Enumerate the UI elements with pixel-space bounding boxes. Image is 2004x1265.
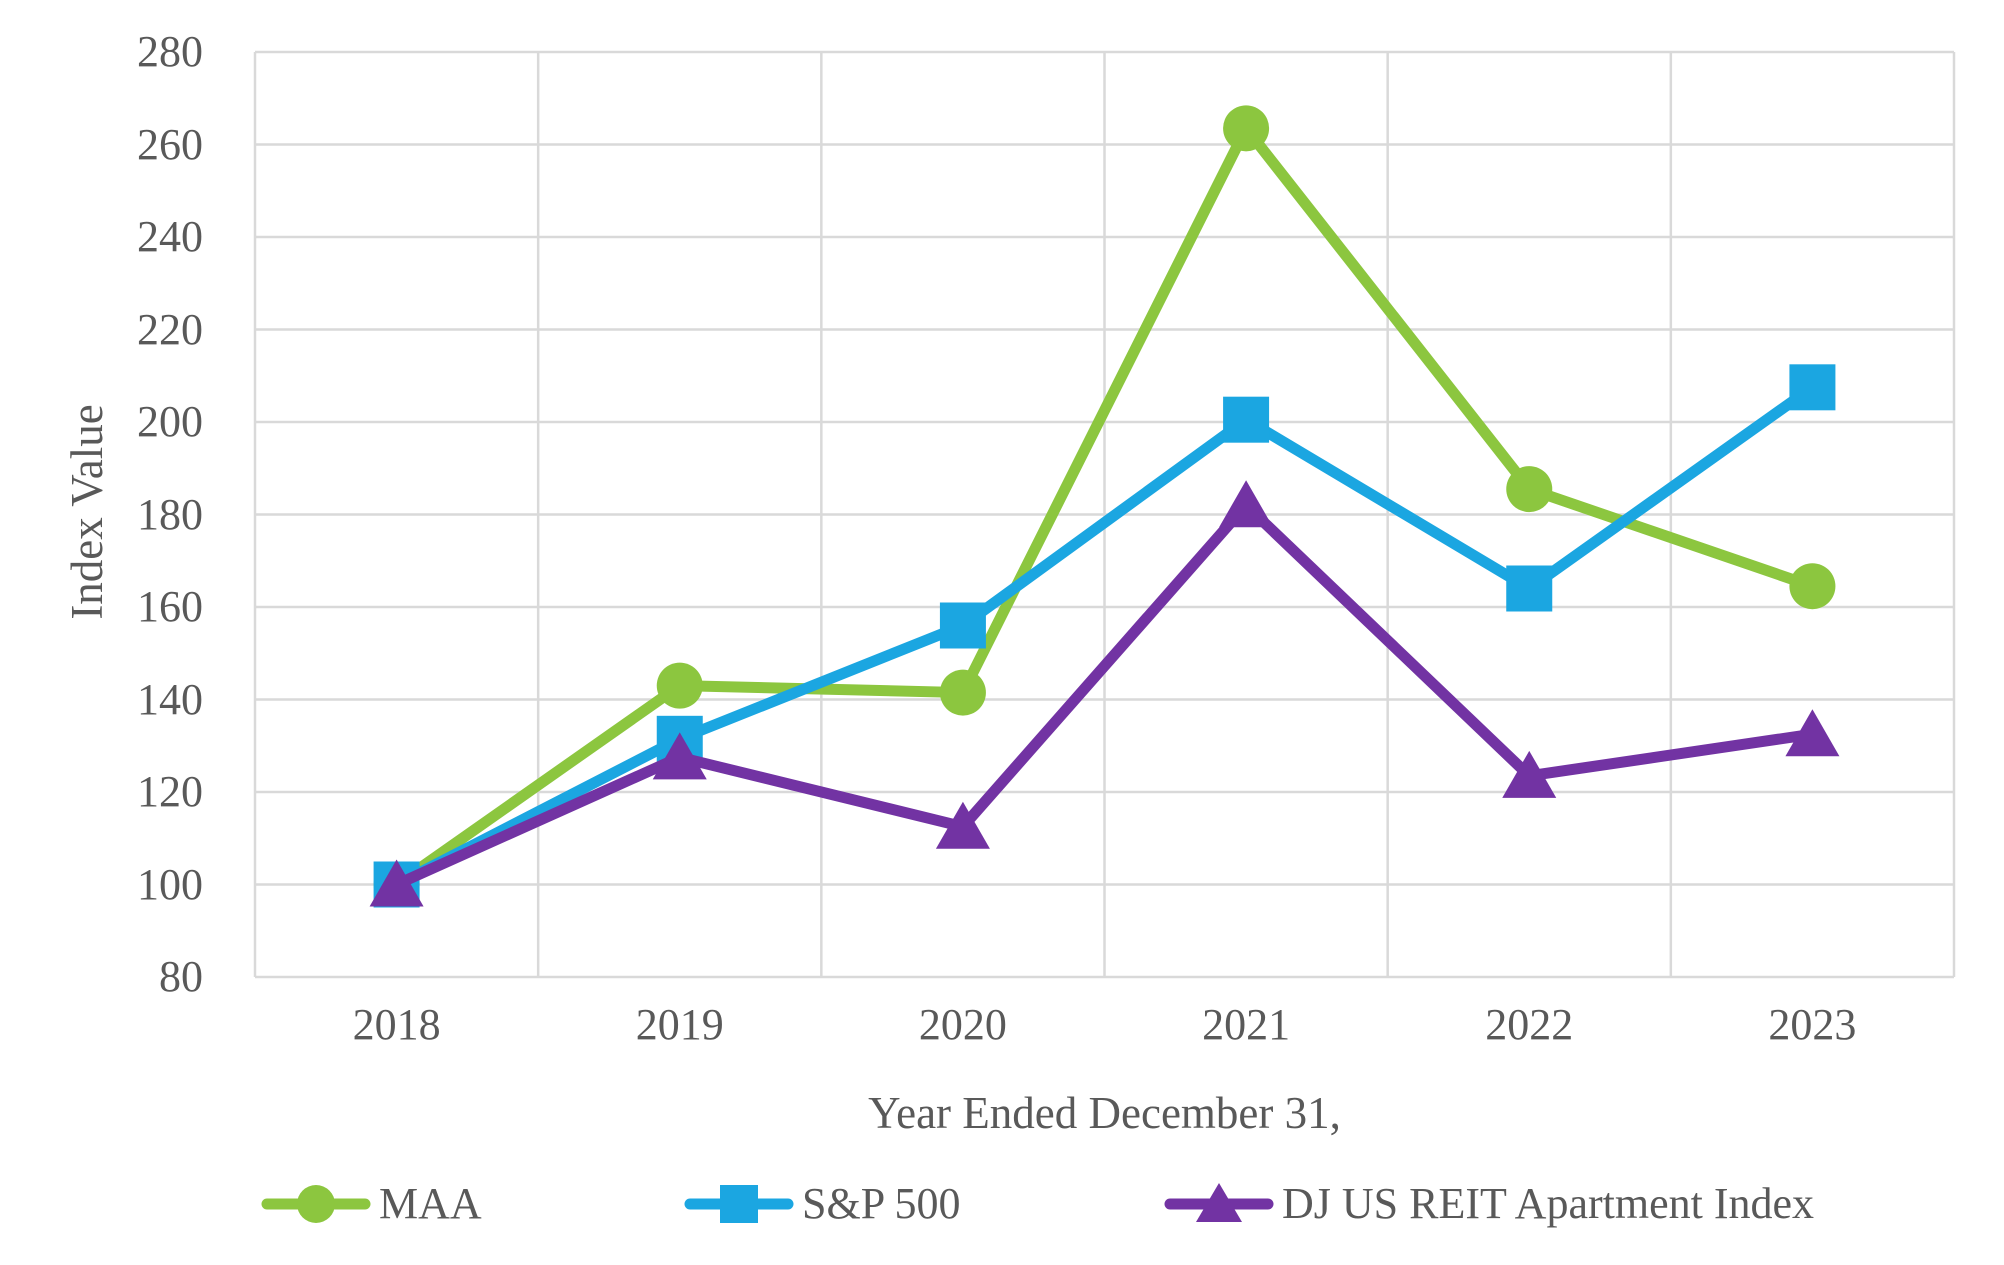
marker-s-p-500-2022 [1506, 565, 1553, 612]
y-tick-label: 220 [137, 304, 203, 354]
x-tick-label: 2020 [918, 1000, 1007, 1049]
legend-swatch-s-p-500 [684, 1185, 794, 1223]
circle-marker-icon [297, 1185, 335, 1223]
legend-swatch-maa [261, 1185, 371, 1223]
series-line-maa [393, 122, 1815, 890]
legend-item-dj-us-reit-apartment-index: DJ US REIT Apartment Index [1164, 1179, 1814, 1229]
y-axis-title: Index Value [62, 404, 112, 620]
marker-dj-us-reit-apartment-index-2023 [1785, 709, 1840, 757]
y-tick-label: 100 [137, 859, 203, 909]
y-tick-label: 120 [137, 767, 203, 816]
x-tick-label: 2018 [352, 1000, 441, 1049]
marker-maa-2019 [656, 662, 703, 709]
x-tick-label: 2019 [635, 1000, 724, 1049]
legend-label: DJ US REIT Apartment Index [1282, 1179, 1815, 1228]
marker-maa-2023 [1789, 563, 1836, 610]
y-tick-label: 180 [137, 489, 203, 539]
x-tick-label: 2021 [1202, 1000, 1291, 1049]
y-tick-label: 200 [137, 397, 203, 446]
marker-dj-us-reit-apartment-index-2022 [1502, 750, 1557, 798]
legend-item-s-p-500: S&P 500 [684, 1179, 961, 1229]
x-axis-title: Year Ended December 31, [868, 1088, 1341, 1138]
legend-label: MAA [379, 1179, 482, 1228]
legend-item-maa: MAA [261, 1179, 482, 1229]
y-tick-label: 240 [137, 212, 203, 261]
marker-maa-2020 [939, 669, 986, 716]
y-tick-label: 280 [137, 27, 203, 76]
y-tick-label: 80 [159, 952, 203, 1001]
series-line-dj-us-reit-apartment-index [394, 499, 1814, 890]
marker-dj-us-reit-apartment-index-2019 [652, 732, 707, 780]
marker-s-p-500-2021 [1223, 396, 1270, 443]
y-tick-label: 140 [137, 674, 203, 724]
series-dj-us-reit-apartment-index [369, 480, 1840, 907]
x-tick-label: 2022 [1485, 1000, 1574, 1049]
series-line-s-p-500 [394, 382, 1816, 890]
marker-maa-2022 [1506, 466, 1553, 513]
marker-dj-us-reit-apartment-index-2020 [935, 801, 990, 849]
marker-maa-2021 [1223, 105, 1270, 152]
legend-label: S&P 500 [802, 1179, 961, 1228]
marker-s-p-500-2023 [1789, 364, 1836, 411]
y-tick-label: 160 [137, 582, 203, 631]
y-tick-label: 260 [137, 119, 203, 169]
triangle-marker-icon [1196, 1183, 1242, 1222]
marker-s-p-500-2020 [939, 602, 986, 649]
square-marker-icon [720, 1185, 758, 1223]
marker-dj-us-reit-apartment-index-2018 [369, 859, 424, 907]
series-s-p-500 [373, 364, 1836, 908]
legend-swatch-dj-us-reit-apartment-index [1164, 1183, 1274, 1222]
marker-dj-us-reit-apartment-index-2021 [1219, 480, 1274, 528]
x-tick-label: 2023 [1768, 1000, 1857, 1049]
